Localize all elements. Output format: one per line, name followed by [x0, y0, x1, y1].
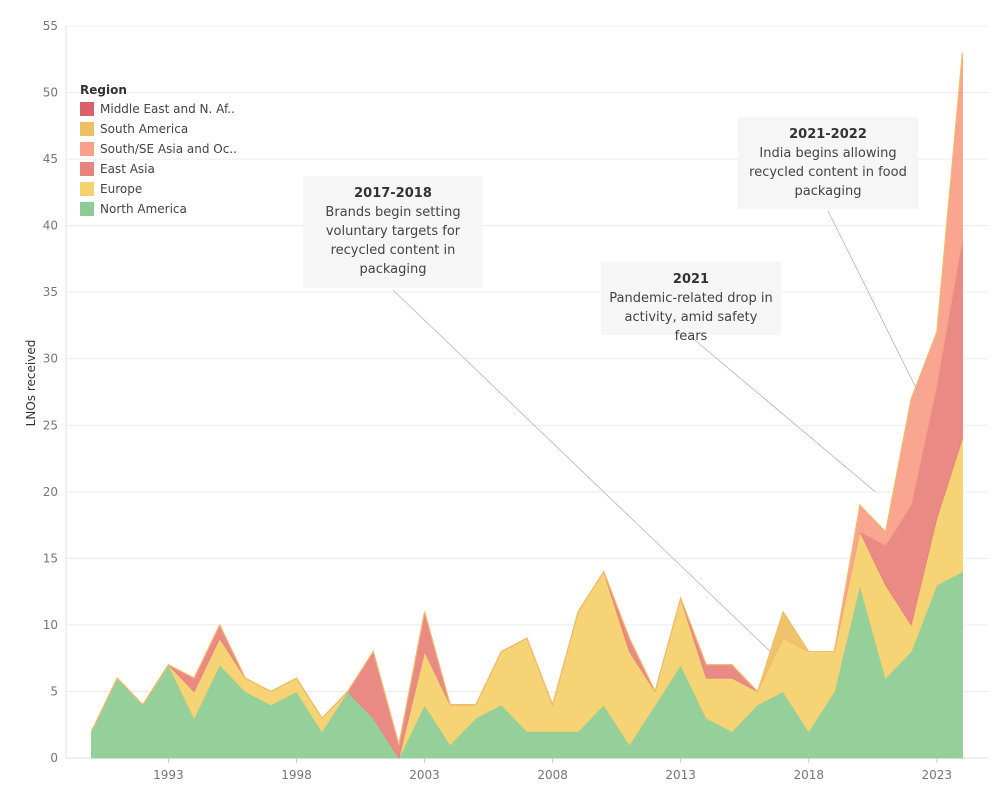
annotation-leader — [827, 210, 922, 399]
annotation-leader — [689, 335, 876, 493]
legend-swatch — [80, 142, 94, 156]
y-tick-label: 0 — [50, 751, 58, 765]
legend-swatch — [80, 202, 94, 216]
legend-label: East Asia — [100, 162, 155, 176]
annotation-line: India begins allowing — [759, 146, 897, 161]
annotation-leader — [392, 289, 771, 652]
x-tick-label: 2003 — [409, 768, 440, 782]
y-tick-label: 40 — [43, 219, 58, 233]
annotation-line: voluntary targets for — [325, 224, 461, 239]
y-tick-label: 50 — [43, 86, 58, 100]
y-tick-label: 20 — [43, 485, 58, 499]
annotation-line: packaging — [794, 184, 862, 199]
annotation-line: recycled content in food — [749, 165, 907, 180]
annotation-line: packaging — [359, 262, 427, 277]
x-axis-ticks: 1993 1998 2003 2008 2013 2018 2023 — [153, 758, 952, 782]
y-tick-label: 5 — [50, 684, 58, 698]
x-tick-label: 2008 — [537, 768, 568, 782]
legend-label: South America — [100, 122, 189, 136]
annotation-title: 2017-2018 — [354, 186, 432, 201]
legend-item-north-america[interactable]: North America — [80, 199, 237, 219]
y-tick-label: 15 — [43, 551, 58, 565]
y-tick-label: 30 — [43, 352, 58, 366]
annotation-2021-2022: 2021-2022 India begins allowing recycled… — [738, 117, 918, 209]
legend-item-south-america[interactable]: South America — [80, 119, 237, 139]
legend-swatch — [80, 102, 94, 116]
y-tick-label: 35 — [43, 285, 58, 299]
x-tick-label: 1998 — [281, 768, 312, 782]
annotation-2017-2018: 2017-2018 Brands begin setting voluntary… — [303, 176, 483, 288]
legend-item-middle-east[interactable]: Middle East and N. Af.. — [80, 99, 237, 119]
area-south-america[interactable] — [91, 52, 963, 745]
x-tick-label: 2013 — [665, 768, 696, 782]
legend-label: South/SE Asia and Oc.. — [100, 142, 237, 156]
legend-label: Middle East and N. Af.. — [100, 102, 235, 116]
stacked-areas — [91, 52, 963, 760]
legend-label: Europe — [100, 182, 143, 196]
y-axis-ticks: 0 5 10 15 20 25 30 35 40 45 50 55 — [43, 19, 58, 765]
annotation-title: 2021-2022 — [789, 127, 867, 142]
annotation-line: recycled content in — [330, 243, 456, 258]
legend-swatch — [80, 162, 94, 176]
legend-item-east-asia[interactable]: East Asia — [80, 159, 237, 179]
legend-item-europe[interactable]: Europe — [80, 179, 237, 199]
annotation-line: Brands begin setting — [325, 205, 461, 220]
y-axis-label: LNOs received — [24, 340, 38, 427]
legend-swatch — [80, 182, 94, 196]
y-tick-label: 25 — [43, 418, 58, 432]
y-tick-label: 45 — [43, 152, 58, 166]
y-tick-label: 55 — [43, 19, 58, 33]
annotation-line: Pandemic-related drop in — [609, 291, 773, 306]
annotation-title: 2021 — [672, 272, 710, 287]
x-tick-label: 2023 — [922, 768, 953, 782]
x-tick-label: 2018 — [793, 768, 824, 782]
annotation-2021: 2021 Pandemic-related drop in activity, … — [601, 262, 781, 344]
y-tick-label: 10 — [43, 618, 58, 632]
legend-swatch — [80, 122, 94, 136]
legend: Region Middle East and N. Af.. South Ame… — [80, 83, 237, 219]
legend-title: Region — [80, 83, 127, 97]
annotation-line: activity, amid safety fears — [624, 310, 758, 344]
legend-label: North America — [100, 202, 187, 216]
annotation-leader-lines — [392, 210, 922, 652]
x-tick-label: 1993 — [153, 768, 184, 782]
legend-item-south-se-asia[interactable]: South/SE Asia and Oc.. — [80, 139, 237, 159]
